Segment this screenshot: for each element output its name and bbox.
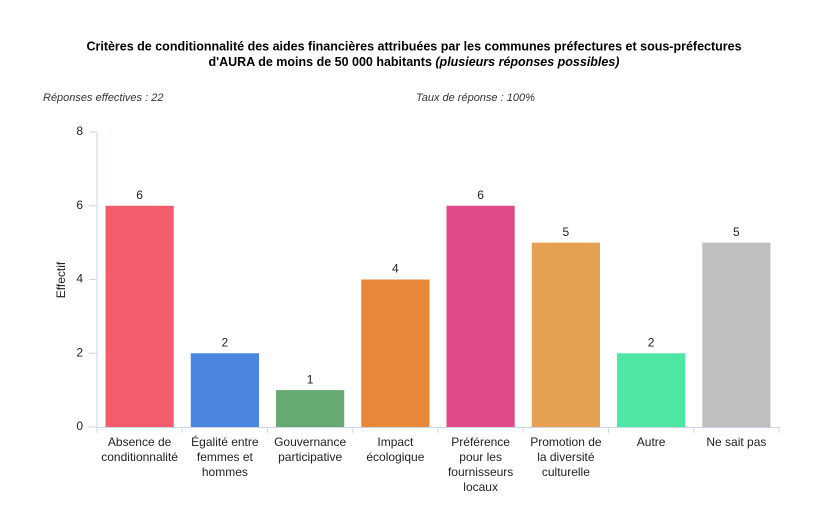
x-tick-label: Gouvernance (274, 435, 346, 449)
x-tick-label: Égalité entre (191, 434, 259, 449)
y-tick-label: 8 (76, 124, 83, 138)
chart-title: d'AURA de moins de 50 000 habitants (209, 55, 432, 69)
x-tick-label: pour les (459, 450, 502, 464)
y-tick-label: 4 (76, 272, 83, 286)
y-tick-label: 0 (76, 419, 83, 433)
x-tick-label: Impact (377, 435, 414, 449)
chart-title: Critères de conditionnalité des aides fi… (86, 39, 741, 53)
x-tick-label: conditionnalité (101, 450, 178, 464)
bar (190, 353, 259, 427)
y-tick-label: 2 (76, 345, 83, 359)
bar (702, 242, 771, 427)
bar (617, 353, 686, 427)
bar (446, 205, 515, 427)
x-tick-label: écologique (366, 450, 424, 464)
y-axis-label: Effectif (54, 261, 68, 298)
chart-title: d'AURA de moins de 50 000 habitants (plu… (209, 55, 620, 69)
subtitle: Taux de réponse : 100% (416, 92, 535, 104)
value-label: 5 (563, 225, 570, 239)
title-note: (plusieurs réponses possibles) (435, 55, 619, 69)
value-label: 6 (136, 188, 143, 202)
value-label: 1 (307, 372, 314, 386)
x-tick-label: Promotion de (530, 435, 602, 449)
bar (105, 205, 174, 427)
x-tick-label: fournisseurs (448, 465, 513, 479)
value-label: 4 (392, 262, 399, 276)
x-tick-label: participative (278, 450, 342, 464)
value-label: 2 (648, 335, 655, 349)
bar (531, 242, 600, 427)
x-tick-label: culturelle (542, 465, 590, 479)
x-tick-label: Absence de (108, 435, 172, 449)
value-label: 6 (477, 188, 484, 202)
y-tick-label: 6 (76, 198, 83, 212)
x-tick-label: locaux (463, 480, 498, 494)
x-tick-label: Préférence (451, 435, 510, 449)
bar (276, 390, 345, 427)
x-tick-label: Ne sait pas (706, 435, 766, 449)
value-label: 2 (222, 335, 229, 349)
x-tick-label: hommes (202, 465, 248, 479)
value-label: 5 (733, 225, 740, 239)
subtitle: Réponses effectives : 22 (43, 92, 163, 104)
x-tick-label: la diversité (537, 450, 595, 464)
x-tick-label: Autre (637, 435, 666, 449)
bar (361, 279, 430, 427)
x-tick-label: femmes et (197, 450, 254, 464)
